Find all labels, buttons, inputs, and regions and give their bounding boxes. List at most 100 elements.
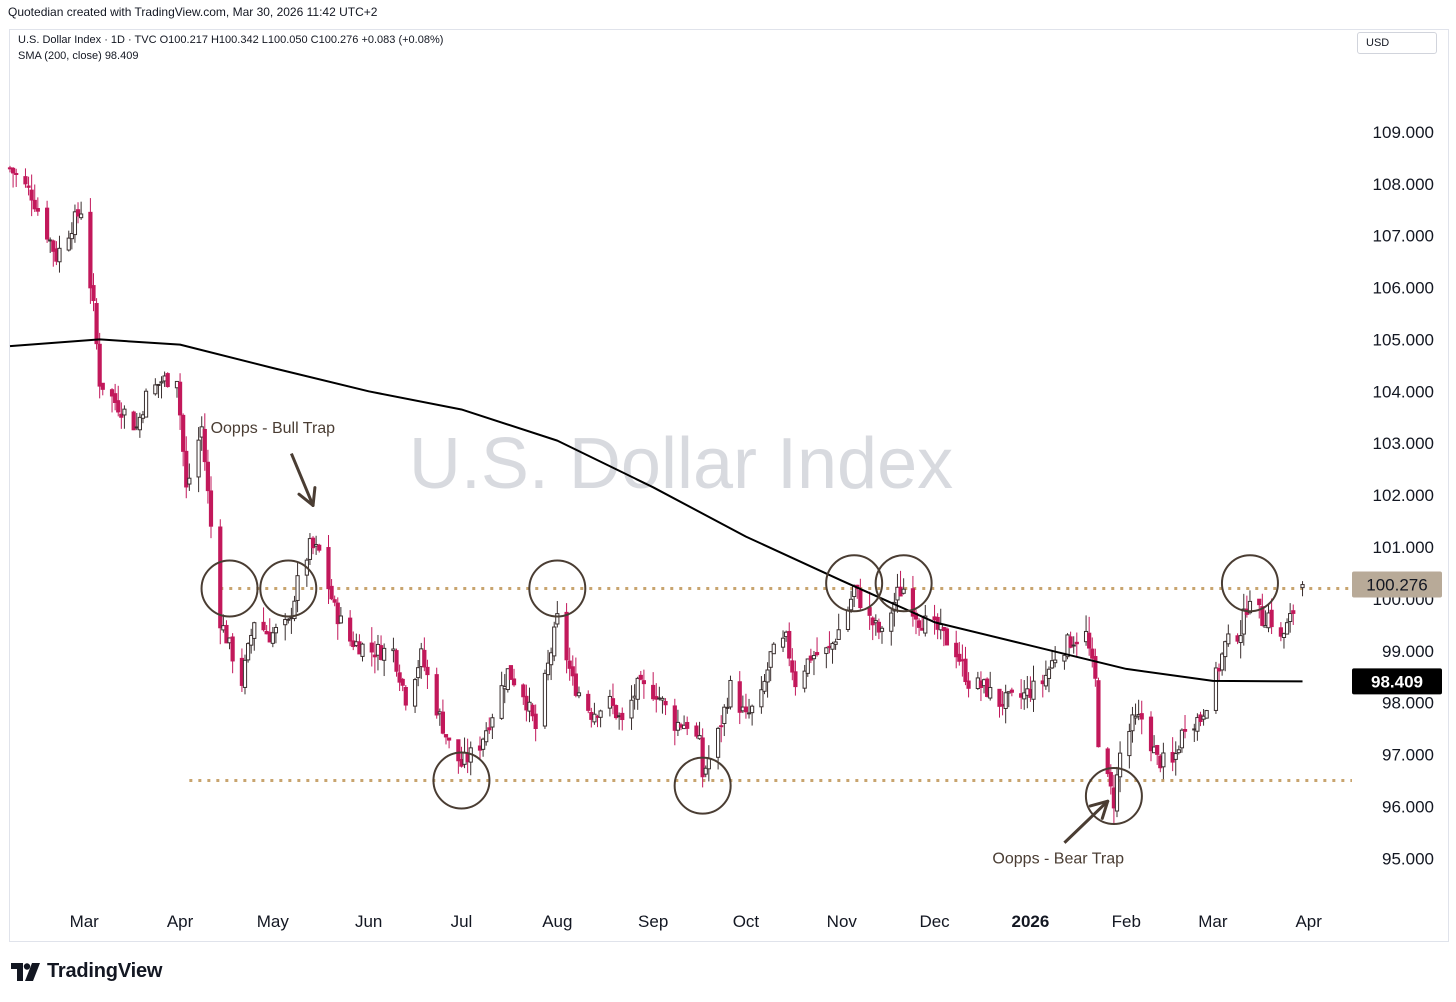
y-tick-label: 108.000 <box>1373 175 1434 194</box>
candle-down <box>511 678 517 686</box>
candle-down <box>685 721 690 729</box>
candle-up <box>545 662 551 676</box>
candle-up <box>412 679 418 707</box>
tradingview-brand: TradingView <box>47 960 163 982</box>
candle-down <box>1148 716 1154 752</box>
candle-up <box>1031 680 1036 700</box>
candle-down <box>177 381 183 416</box>
candle-down <box>521 684 526 698</box>
candle-up <box>1247 600 1253 614</box>
candle-down <box>372 654 377 658</box>
candle-down <box>397 672 402 683</box>
candle-down <box>910 588 916 617</box>
candle-up <box>771 643 776 655</box>
arrow-head <box>297 492 315 507</box>
candle-down <box>858 589 863 609</box>
candle-up <box>762 680 767 692</box>
candle-up <box>765 669 770 683</box>
y-tick-label: 109.000 <box>1373 123 1434 142</box>
candle-down <box>567 660 572 669</box>
candle-down <box>32 199 37 210</box>
candle-up <box>484 730 489 743</box>
candle-down <box>1105 748 1110 775</box>
candle-up <box>750 705 755 714</box>
price-tag-bg <box>1352 571 1442 598</box>
tradingview-logo[interactable]: TradingView <box>11 960 162 983</box>
y-tick-label: 101.000 <box>1373 538 1434 557</box>
candle-down <box>793 671 798 688</box>
x-tick-label: Mar <box>1198 912 1228 931</box>
candle-up <box>1049 660 1055 669</box>
candle-up <box>901 588 906 594</box>
candle-down <box>610 698 616 706</box>
candle-up <box>295 575 300 601</box>
candle-down <box>261 621 266 631</box>
candle-down <box>184 450 189 488</box>
bear-trap-arrow <box>1063 799 1110 844</box>
candle-up <box>598 710 603 718</box>
candle-down <box>332 599 337 603</box>
arrow-head <box>311 486 317 507</box>
candle-down <box>224 624 229 644</box>
candle-down <box>787 630 792 659</box>
candle-up <box>273 627 279 634</box>
candle-up <box>137 416 142 431</box>
bull-trap-label: Oopps - Bull Trap <box>211 420 336 437</box>
candle-up <box>802 670 807 689</box>
candle-up <box>768 651 773 668</box>
candle-up <box>728 679 733 708</box>
candle-down <box>456 739 461 762</box>
x-tick-label: May <box>257 912 290 931</box>
candle-down <box>1291 610 1296 614</box>
sma-legend[interactable]: SMA (200, close) 98.409 <box>18 50 139 62</box>
candle-down <box>425 666 430 676</box>
candle-up <box>660 697 665 701</box>
y-tick-label: 107.000 <box>1373 227 1434 246</box>
candle-down <box>1090 648 1095 659</box>
arrow-head <box>1100 799 1110 820</box>
candle-up <box>830 642 835 650</box>
candle-down <box>963 658 968 683</box>
candle-down <box>530 704 535 717</box>
candle-up <box>292 600 297 620</box>
candle-down <box>403 686 408 706</box>
candle-up <box>196 439 201 478</box>
candle-up <box>159 381 164 384</box>
candle-up <box>1281 633 1287 638</box>
candle-down <box>434 674 439 716</box>
candle-down <box>620 712 625 721</box>
candle-down <box>348 617 353 642</box>
candle-down <box>613 705 619 719</box>
candle-up <box>542 672 548 727</box>
arrow-shaft <box>1063 800 1109 844</box>
chart-frame <box>9 29 1449 942</box>
candle-down <box>641 680 646 685</box>
candle-down <box>1139 713 1144 720</box>
candle-down <box>202 428 207 463</box>
candle-up <box>1130 714 1135 732</box>
candle-down <box>672 705 677 731</box>
chart-watermark: U.S. Dollar Index <box>409 424 953 504</box>
y-tick-label: 105.000 <box>1373 330 1434 349</box>
candle-up <box>72 211 78 236</box>
highlight-circle <box>1084 767 1143 826</box>
candle-up <box>249 634 254 646</box>
currency-button[interactable]: USD <box>1357 32 1437 54</box>
candle-down <box>94 303 99 345</box>
candle-down <box>1269 609 1274 628</box>
symbol-legend[interactable]: U.S. Dollar Index · 1D · TVC O100.217 H1… <box>18 34 444 46</box>
candle-up <box>1114 774 1120 812</box>
candle-up <box>833 641 838 645</box>
candle-up <box>697 735 702 740</box>
candle-down <box>91 285 96 302</box>
candle-down <box>997 688 1002 707</box>
price-tag-label: 100.276 <box>1366 576 1427 595</box>
highlight-circle <box>432 751 491 810</box>
candle-up <box>1226 633 1231 645</box>
x-tick-label: Feb <box>1112 912 1141 931</box>
candle-down <box>586 693 591 711</box>
candle-down <box>663 701 668 706</box>
candle-down <box>1260 606 1265 626</box>
candle-down <box>638 674 643 680</box>
